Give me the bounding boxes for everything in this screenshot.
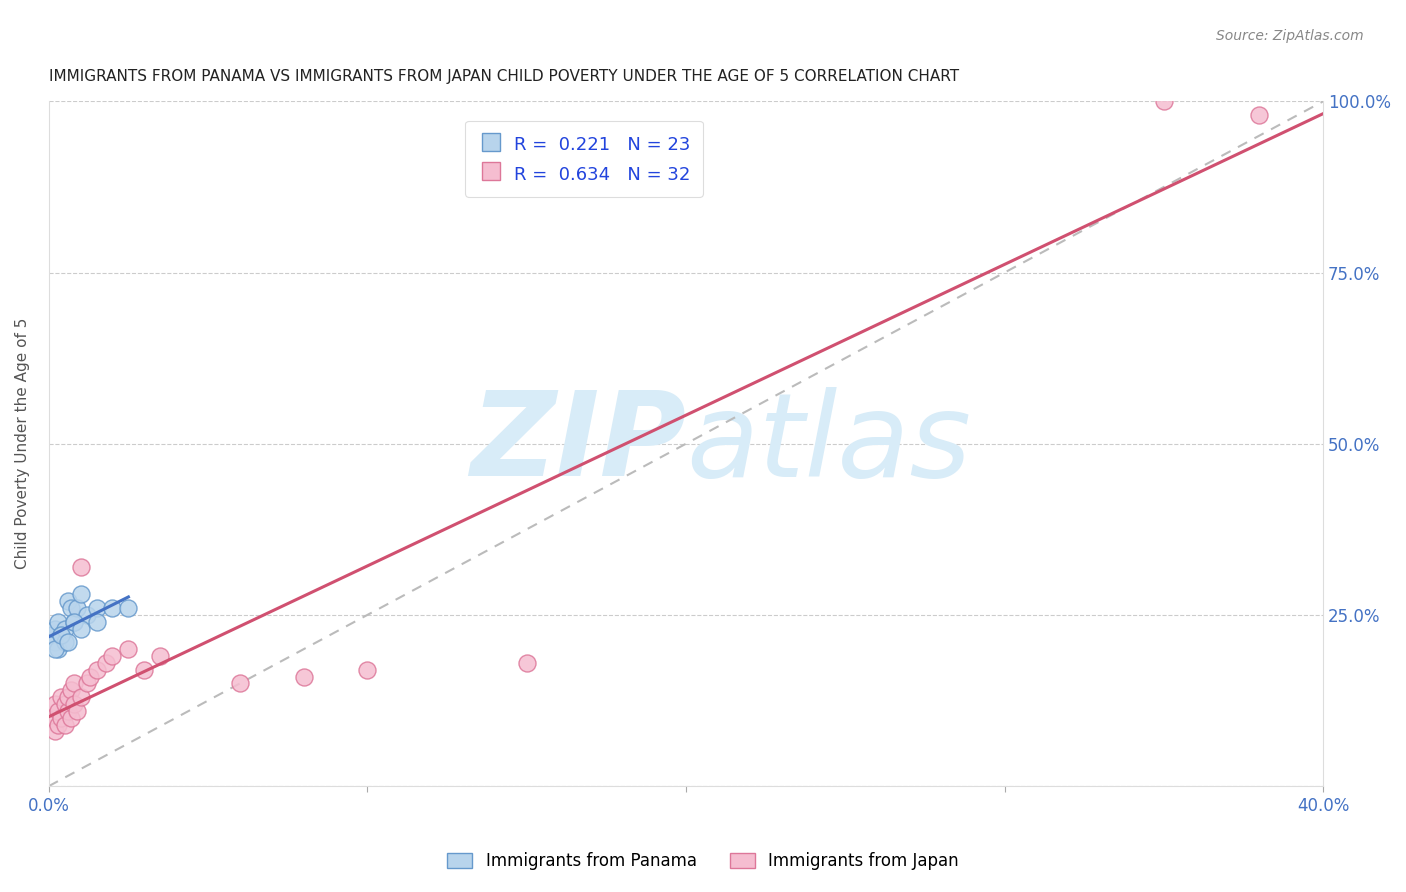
Text: Source: ZipAtlas.com: Source: ZipAtlas.com [1216,29,1364,44]
Point [134,663,156,677]
Point [46,704,69,718]
Point [41,711,63,725]
Point [51,628,73,642]
Point [53,635,76,649]
Point [63,615,86,629]
Point [56,635,79,649]
Point [356,663,378,677]
Point [66,601,89,615]
Legend: R =  0.221   N = 23, R =  0.634   N = 32: R = 0.221 N = 23, R = 0.634 N = 32 [465,120,703,196]
Point [46,615,69,629]
Text: IMMIGRANTS FROM PANAMA VS IMMIGRANTS FROM JAPAN CHILD POVERTY UNDER THE AGE OF 5: IMMIGRANTS FROM PANAMA VS IMMIGRANTS FRO… [49,69,959,84]
Point [53,697,76,711]
Point [69,690,91,705]
Point [46,717,69,731]
Point [60,601,83,615]
Point [51,690,73,705]
Point [63,697,86,711]
Point [79,669,101,683]
Point [292,669,315,683]
Point [63,615,86,629]
Point [56,690,79,705]
Point [60,711,83,725]
Y-axis label: Child Poverty Under the Age of 5: Child Poverty Under the Age of 5 [15,318,30,569]
Point [56,594,79,608]
Point [69,622,91,636]
Point [76,607,98,622]
Point [51,628,73,642]
Point [69,587,91,601]
Point [117,642,139,657]
Point [44,635,66,649]
Point [60,683,83,698]
Point [516,656,538,670]
Point [56,704,79,718]
Point [86,601,108,615]
Point [101,601,124,615]
Point [117,601,139,615]
Point [1249,108,1271,122]
Point [44,642,66,657]
Point [86,663,108,677]
Point [44,724,66,739]
Point [149,648,172,663]
Point [46,642,69,657]
Point [101,648,124,663]
Text: ZIP: ZIP [470,386,686,501]
Point [53,717,76,731]
Point [69,560,91,574]
Point [44,622,66,636]
Point [51,711,73,725]
Text: atlas: atlas [686,387,972,500]
Point [66,704,89,718]
Point [229,676,252,690]
Point [86,615,108,629]
Point [76,676,98,690]
Point [63,676,86,690]
Point [44,697,66,711]
Legend: Immigrants from Panama, Immigrants from Japan: Immigrants from Panama, Immigrants from … [440,846,966,877]
Point [94,656,117,670]
Point [53,622,76,636]
Point [41,628,63,642]
Point [1153,95,1175,109]
